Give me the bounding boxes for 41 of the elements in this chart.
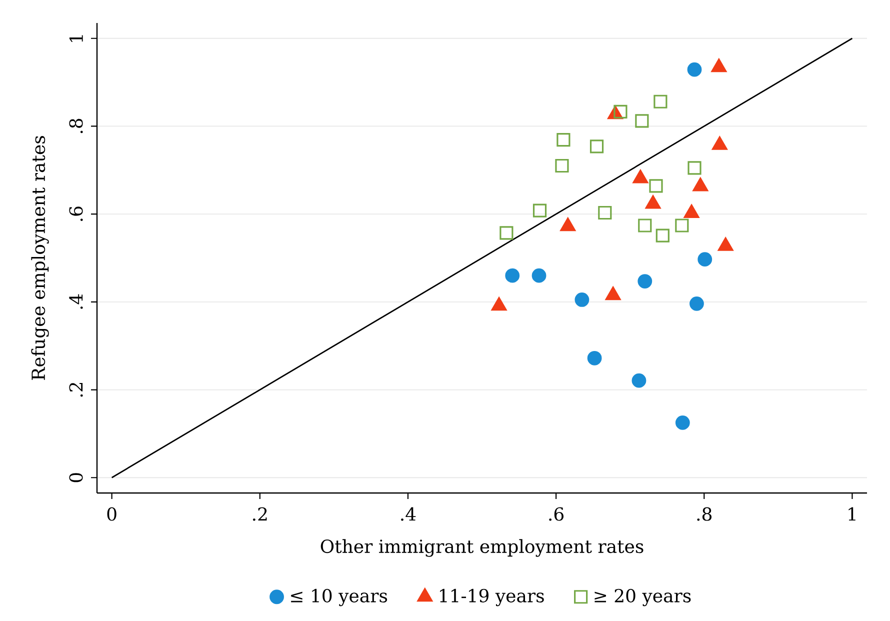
point: [532, 204, 547, 218]
point: [500, 226, 514, 240]
x-tick-label: .4: [401, 507, 416, 521]
y-tick-label: .2: [69, 382, 83, 397]
legend-label: ≥ 20 years: [594, 588, 691, 606]
point: [654, 94, 668, 108]
point: [590, 140, 604, 154]
point: [505, 268, 520, 283]
point: [532, 268, 546, 283]
point: [598, 206, 612, 220]
point: [556, 133, 570, 147]
point: [574, 292, 590, 307]
point: [675, 416, 690, 430]
point: [614, 104, 628, 119]
point: [555, 158, 569, 173]
point: [698, 252, 712, 267]
x-tick-label: 1: [848, 507, 856, 521]
legend-label: ≤ 10 years: [291, 588, 388, 606]
y-axis-title: Refugee employment rates: [31, 136, 49, 380]
y-tick-label: 1: [69, 35, 83, 42]
legend-label: 11-19 years: [440, 588, 544, 606]
y-tick-label: 0: [69, 473, 83, 482]
x-axis-title: Other immigrant employment rates: [320, 539, 644, 557]
y-tick-label: .8: [69, 118, 83, 134]
point: [688, 161, 702, 175]
x-tick-label: 0: [107, 507, 116, 521]
point: [656, 228, 670, 242]
x-tick-label: .8: [697, 507, 712, 521]
point: [675, 218, 689, 232]
x-tick-label: .6: [549, 507, 564, 521]
point: [635, 114, 649, 128]
point: [632, 373, 646, 388]
x-tick-label: .2: [253, 507, 267, 521]
point: [649, 179, 663, 193]
point: [687, 62, 702, 77]
y-tick-label: .4: [69, 294, 83, 309]
y-tick-label: .6: [69, 206, 83, 221]
point: [638, 218, 652, 232]
point: [690, 296, 704, 311]
point: [638, 274, 652, 288]
point: [587, 350, 602, 366]
